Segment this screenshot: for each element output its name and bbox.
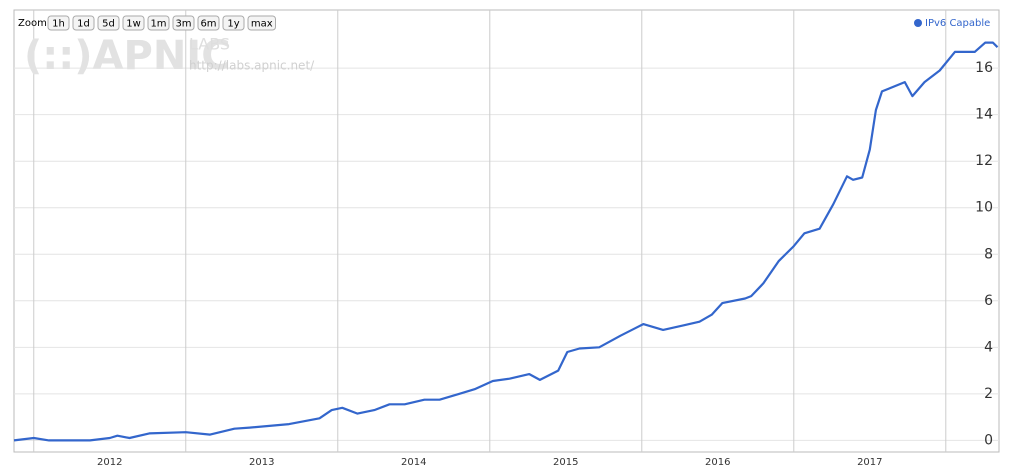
zoom-button-label: 1y	[227, 19, 239, 30]
zoom-button[interactable]: 3m	[172, 15, 195, 31]
logo: (::)APNIC	[24, 33, 231, 79]
zoom-button-label: 5d	[102, 19, 115, 30]
x-tick-label: 2016	[705, 457, 730, 468]
x-tick-label: 2014	[401, 457, 426, 468]
zoom-button[interactable]: 1m	[147, 15, 170, 31]
logo-labs: LABS	[189, 35, 230, 54]
zoom-button[interactable]: 1w	[122, 15, 145, 31]
y-tick-label: 12	[975, 153, 993, 169]
x-tick-label: 2013	[249, 457, 274, 468]
zoom-button[interactable]: 6m	[197, 15, 220, 31]
zoom-button-box	[72, 15, 95, 31]
zoom-button-label: 1d	[77, 19, 90, 30]
zoom-button-box	[222, 15, 245, 31]
y-tick-label: 4	[984, 339, 993, 355]
zoom-button-label: max	[251, 19, 273, 30]
legend-marker	[914, 19, 922, 27]
zoom-button-label: 6m	[200, 19, 216, 30]
zoom-label: Zoom:	[18, 18, 50, 29]
zoom-button[interactable]: 5d	[97, 15, 120, 31]
logo-url: http://labs.apnic.net/	[189, 59, 315, 73]
zoom-button-label: 1m	[150, 19, 166, 30]
y-tick-label: 10	[975, 200, 993, 216]
zoom-button[interactable]: max	[247, 15, 276, 31]
x-tick-label: 2012	[97, 457, 122, 468]
zoom-button[interactable]: 1h	[47, 15, 70, 31]
watermark: (::)APNIC LABS http://labs.apnic.net/	[24, 33, 315, 79]
y-tick-label: 8	[984, 246, 993, 262]
zoom-button[interactable]: 1d	[72, 15, 95, 31]
y-tick-label: 6	[984, 293, 993, 309]
zoom-button-label: 1h	[52, 19, 65, 30]
zoom-button-box	[247, 15, 276, 31]
zoom-button-label: 3m	[175, 19, 191, 30]
y-tick-label: 16	[975, 60, 993, 76]
zoom-button-box	[197, 15, 220, 31]
y-tick-label: 2	[984, 386, 993, 402]
zoom-button-label: 1w	[126, 19, 141, 30]
zoom-button[interactable]: 1y	[222, 15, 245, 31]
x-tick-label: 2017	[857, 457, 882, 468]
legend-label: IPv6 Capable	[925, 18, 990, 29]
x-tick-label: 2015	[553, 457, 578, 468]
series-line	[13, 41, 999, 442]
zoom-button-box	[47, 15, 70, 31]
zoom-button-box	[97, 15, 120, 31]
y-tick-label: 14	[975, 107, 993, 123]
zoom-button-box	[172, 15, 195, 31]
zoom-button-box	[147, 15, 170, 31]
y-tick-label: 0	[984, 432, 993, 448]
zoom-button-box	[122, 15, 145, 31]
